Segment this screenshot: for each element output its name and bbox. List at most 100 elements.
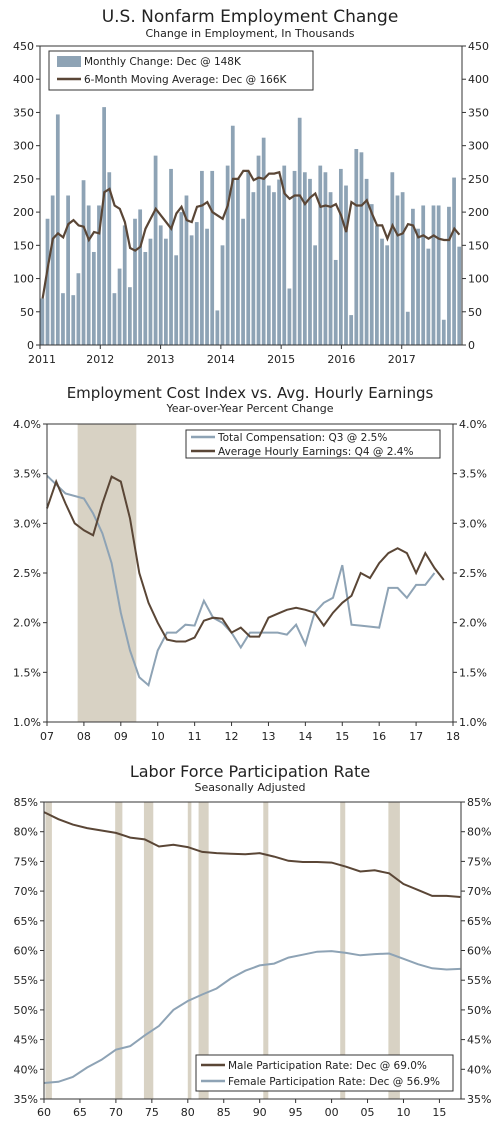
recession-shading — [115, 802, 123, 1099]
chart3-ytick-label-left: 55% — [14, 974, 38, 987]
bar-monthly-change — [297, 117, 302, 345]
bar-monthly-change — [256, 155, 261, 345]
chart3-ytick-label-right: 65% — [467, 915, 491, 928]
bar-monthly-change — [91, 251, 96, 345]
recession-shading — [388, 802, 400, 1099]
bar-monthly-change — [143, 251, 148, 345]
legend-label-female: Female Participation Rate: Dec @ 56.9% — [228, 1076, 440, 1088]
chart3-ytick-label-right: 70% — [467, 885, 491, 898]
chart1-xtick-label: 2016 — [327, 353, 355, 366]
chart3-ytick-label-left: 40% — [14, 1063, 38, 1076]
chart3-ytick-label-right: 75% — [467, 855, 491, 868]
chart3-xtick-label: 90 — [253, 1106, 267, 1119]
bar-monthly-change — [230, 125, 235, 345]
legend-label-total-compensation: Total Compensation: Q3 @ 2.5% — [217, 432, 387, 444]
bar-monthly-change — [210, 170, 215, 345]
chart3-xtick-label: 00 — [325, 1106, 339, 1119]
chart3-xtick-label: 75 — [145, 1106, 159, 1119]
chart-employment-change: U.S. Nonfarm Employment Change Change in… — [13, 7, 489, 366]
chart3-ytick-label-right: 50% — [467, 1004, 491, 1017]
chart1-ytick-label-right: 150 — [468, 239, 489, 252]
bar-monthly-change — [127, 287, 132, 345]
chart1-xtick-label: 2011 — [28, 353, 56, 366]
bar-monthly-change — [138, 209, 143, 345]
chart3-ytick-label-left: 35% — [14, 1093, 38, 1106]
chart2-ytick-label-left: 4.0% — [13, 418, 41, 431]
chart1-xtick-label: 2014 — [207, 353, 235, 366]
bar-monthly-change — [225, 165, 230, 345]
chart1-ytick-label-right: 300 — [468, 140, 489, 153]
bar-monthly-change — [205, 228, 209, 345]
chart1-xtick-label: 2012 — [86, 353, 114, 366]
chart2-ytick-label-right: 1.5% — [459, 666, 487, 679]
chart2-ytick-label-left: 3.5% — [13, 468, 41, 481]
bar-monthly-change — [246, 170, 251, 345]
bar-monthly-change — [158, 225, 163, 345]
bar-monthly-change — [277, 179, 281, 345]
chart2-ytick-label-right: 3.5% — [459, 468, 487, 481]
chart3-xtick-label: 95 — [289, 1106, 303, 1119]
chart3-ytick-label-left: 60% — [14, 945, 38, 958]
chart2-xtick-label: 10 — [151, 730, 165, 743]
bar-monthly-change — [251, 192, 256, 345]
chart1-xtick-label: 2013 — [147, 353, 175, 366]
chart2-ytick-label-left: 2.0% — [13, 617, 41, 630]
bar-monthly-change — [81, 180, 86, 345]
chart2-ytick-label-right: 2.5% — [459, 567, 487, 580]
bar-monthly-change — [50, 195, 55, 345]
chart1-ytick-label-right: 200 — [468, 206, 489, 219]
chart2-xtick-label: 18 — [446, 730, 460, 743]
chart1-ytick-label-left: 300 — [13, 140, 34, 153]
chart1-ytick-label-left: 350 — [13, 106, 34, 119]
chart3-title: Labor Force Participation Rate — [130, 762, 370, 781]
chart1-plot-frame — [39, 45, 463, 346]
bar-monthly-change — [133, 218, 137, 345]
bar-monthly-change — [179, 212, 184, 345]
recession-shading — [340, 802, 346, 1099]
bar-monthly-change — [416, 228, 420, 345]
bar-monthly-change — [369, 204, 374, 345]
chart1-ytick-label-right: 250 — [468, 173, 489, 186]
chart1-subtitle: Change in Employment, In Thousands — [145, 27, 354, 40]
series-average-hourly-earnings — [46, 475, 445, 643]
chart3-ytick-label-left: 85% — [14, 796, 38, 809]
bar-monthly-change — [364, 178, 369, 345]
chart1-ytick-label-left: 0 — [27, 339, 34, 352]
chart3-ytick-label-left: 75% — [14, 855, 38, 868]
bar-monthly-change — [122, 225, 127, 345]
chart3-ytick-label-left: 80% — [14, 826, 38, 839]
bar-monthly-change — [287, 288, 292, 345]
bar-monthly-change — [375, 225, 379, 345]
chart1-ytick-label-left: 150 — [13, 239, 34, 252]
chart2-xtick-label: 14 — [298, 730, 312, 743]
bar-monthly-change — [390, 172, 395, 345]
chart3-ytick-label-left: 70% — [14, 885, 38, 898]
chart2-ytick-label-left: 2.5% — [13, 567, 41, 580]
bar-monthly-change — [411, 208, 415, 345]
legend-label-male: Male Participation Rate: Dec @ 69.0% — [228, 1060, 427, 1072]
chart1-ytick-label-left: 50 — [20, 306, 34, 319]
chart-eci-vs-ahe: Employment Cost Index vs. Avg. Hourly Ea… — [13, 384, 487, 743]
chart2-ytick-label-right: 4.0% — [459, 418, 487, 431]
chart2-xtick-label: 08 — [77, 730, 91, 743]
chart1-ytick-label-right: 450 — [468, 40, 489, 53]
chart3-ytick-label-right: 60% — [467, 945, 491, 958]
bar-monthly-change — [76, 273, 81, 345]
chart3-ytick-label-right: 85% — [467, 796, 491, 809]
recession-shading — [77, 424, 137, 722]
chart2-ytick-label-right: 3.0% — [459, 517, 487, 530]
chart2-xtick-label: 17 — [409, 730, 423, 743]
bar-monthly-change — [421, 205, 426, 345]
bar-monthly-change — [323, 172, 328, 345]
bar-monthly-change — [102, 107, 107, 345]
chart1-ytick-label-left: 450 — [13, 40, 34, 53]
bar-monthly-change — [272, 192, 276, 345]
chart2-ytick-label-right: 2.0% — [459, 617, 487, 630]
chart1-ytick-label-left: 100 — [13, 273, 34, 286]
chart2-legend: Total Compensation: Q3 @ 2.5% Average Ho… — [185, 429, 441, 459]
bar-monthly-change — [431, 205, 436, 345]
bar-monthly-change — [153, 155, 158, 345]
chart3-xtick-label: 05 — [361, 1106, 375, 1119]
bar-monthly-change — [333, 259, 338, 345]
bar-monthly-change — [189, 235, 194, 345]
